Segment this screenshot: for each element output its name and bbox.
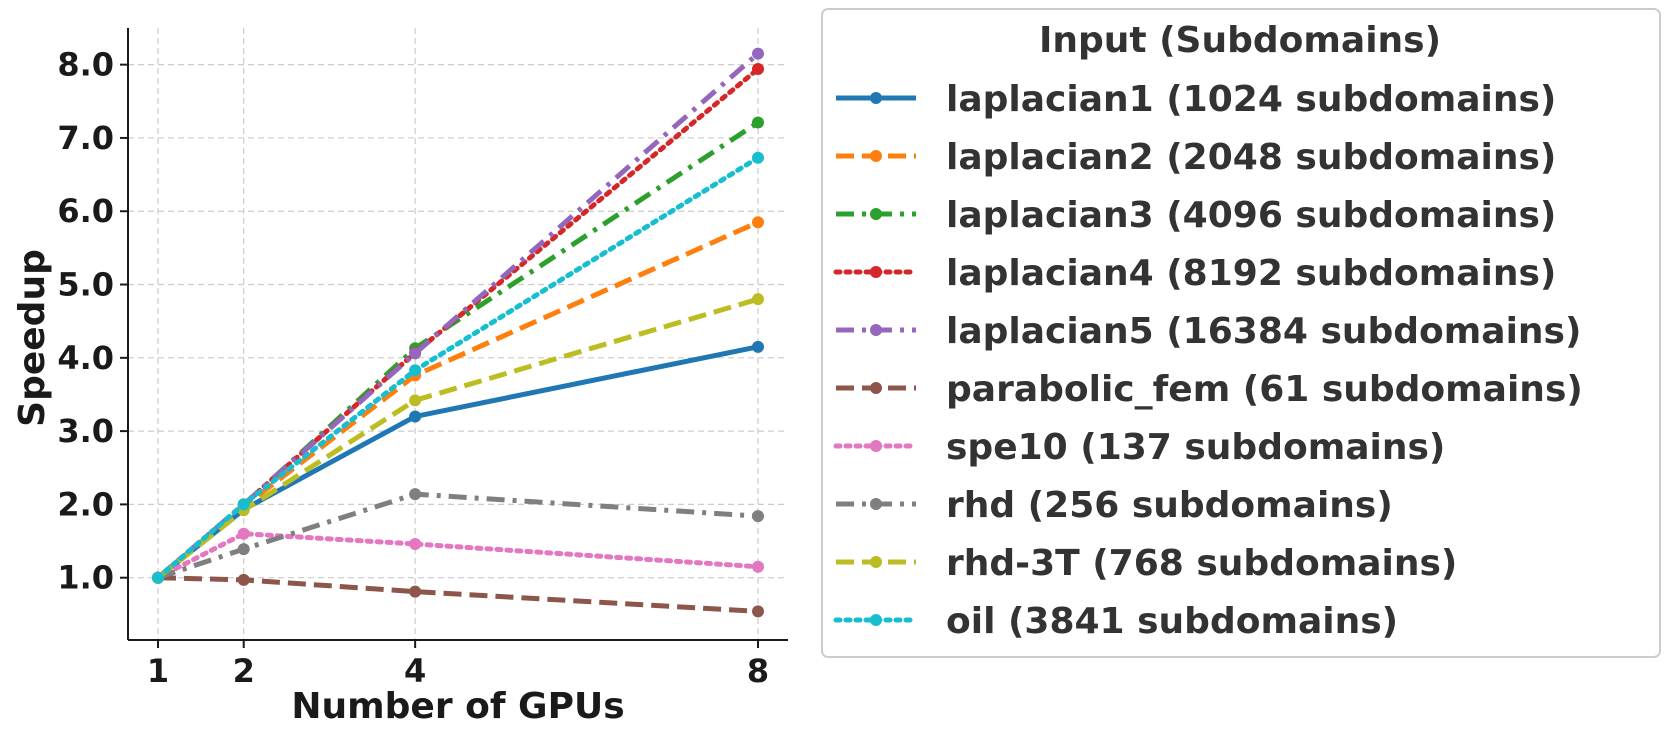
series-line xyxy=(157,575,759,614)
series-line xyxy=(155,531,761,581)
legend-swatch-marker xyxy=(870,324,882,336)
y-tick-label: 7.0 xyxy=(57,119,114,157)
data-point xyxy=(409,488,422,501)
data-point xyxy=(752,340,764,353)
legend-title: Input (Subdomains) xyxy=(1039,20,1441,61)
legend-label: oil (3841 subdomains) xyxy=(946,601,1398,642)
legend-swatch-marker xyxy=(870,556,882,568)
data-point xyxy=(409,537,422,550)
legend-swatch-marker xyxy=(870,440,882,452)
data-point xyxy=(752,605,764,618)
legend-swatch-marker xyxy=(870,208,882,220)
data-point xyxy=(752,116,764,129)
legend: Input (Subdomains) laplacian1 (1024 subd… xyxy=(821,8,1661,658)
y-axis-label: Speedup xyxy=(12,249,53,427)
legend-item: oil (3841 subdomains) xyxy=(833,601,1398,642)
legend-item: laplacian2 (2048 subdomains) xyxy=(836,137,1556,178)
data-point xyxy=(752,293,764,306)
legend-label: laplacian3 (4096 subdomains) xyxy=(946,195,1556,236)
legend-item: rhd (256 subdomains) xyxy=(836,485,1393,526)
legend-label: laplacian4 (8192 subdomains) xyxy=(946,253,1556,294)
data-point xyxy=(409,410,422,423)
data-point xyxy=(752,216,764,229)
series-9 xyxy=(152,151,764,584)
legend-swatch-marker xyxy=(870,498,882,510)
x-axis-label: Number of GPUs xyxy=(291,686,624,727)
series-line xyxy=(157,491,759,581)
legend-item: spe10 (137 subdomains) xyxy=(833,427,1445,468)
series-lines xyxy=(152,47,764,618)
data-point xyxy=(409,394,422,407)
x-tick-label: 4 xyxy=(404,652,426,690)
legend-label: spe10 (137 subdomains) xyxy=(946,427,1445,468)
data-point xyxy=(152,571,164,584)
y-tick-label: 6.0 xyxy=(57,192,114,230)
data-point xyxy=(409,585,422,598)
y-tick-label: 4.0 xyxy=(57,339,114,377)
y-tick-label: 8.0 xyxy=(57,46,114,84)
x-tick-label: 1 xyxy=(147,652,169,690)
legend-frame xyxy=(821,8,1661,658)
legend-item: laplacian1 (1024 subdomains) xyxy=(836,79,1556,120)
legend-item: rhd-3T (768 subdomains) xyxy=(836,543,1457,584)
data-point xyxy=(752,63,764,76)
data-point xyxy=(237,498,250,511)
legend-label: rhd (256 subdomains) xyxy=(946,485,1393,526)
y-tick-label: 5.0 xyxy=(57,266,114,304)
legend-item: laplacian3 (4096 subdomains) xyxy=(836,195,1556,236)
legend-items: laplacian1 (1024 subdomains) laplacian2 (… xyxy=(833,79,1583,642)
legend-item: laplacian5 (16384 subdomains) xyxy=(836,311,1581,352)
tick-labels: 1 2 4 8 1.0 2.0 3.0 4.0 5.0 6.0 7.0 8.0 xyxy=(57,46,769,690)
legend-swatch-marker xyxy=(870,92,882,104)
legend-swatch-marker xyxy=(870,150,882,162)
y-tick-label: 2.0 xyxy=(57,485,114,523)
legend-swatch-marker xyxy=(870,614,882,626)
data-point xyxy=(237,573,250,586)
legend-swatch-marker xyxy=(870,266,882,278)
legend-label: laplacian1 (1024 subdomains) xyxy=(946,79,1556,120)
y-tick-label: 3.0 xyxy=(57,412,114,450)
legend-label: rhd-3T (768 subdomains) xyxy=(946,543,1457,584)
legend-label: parabolic_fem (61 subdomains) xyxy=(946,369,1583,410)
data-point xyxy=(752,47,764,60)
data-point xyxy=(752,510,764,523)
x-tick-label: 2 xyxy=(233,652,255,690)
legend-item: parabolic_fem (61 subdomains) xyxy=(836,369,1583,410)
data-point xyxy=(409,364,422,377)
data-point xyxy=(237,543,250,556)
data-point xyxy=(409,347,422,360)
data-point xyxy=(752,151,764,164)
legend-label: laplacian5 (16384 subdomains) xyxy=(946,311,1581,352)
data-point xyxy=(752,560,764,573)
data-point xyxy=(237,527,250,540)
legend-label: laplacian2 (2048 subdomains) xyxy=(946,137,1556,178)
x-tick-label: 8 xyxy=(747,652,769,690)
axes xyxy=(127,28,788,641)
y-tick-label: 1.0 xyxy=(57,559,114,597)
series-line xyxy=(155,155,761,581)
legend-item: laplacian4 (8192 subdomains) xyxy=(833,253,1556,294)
legend-swatch-marker xyxy=(870,382,882,394)
